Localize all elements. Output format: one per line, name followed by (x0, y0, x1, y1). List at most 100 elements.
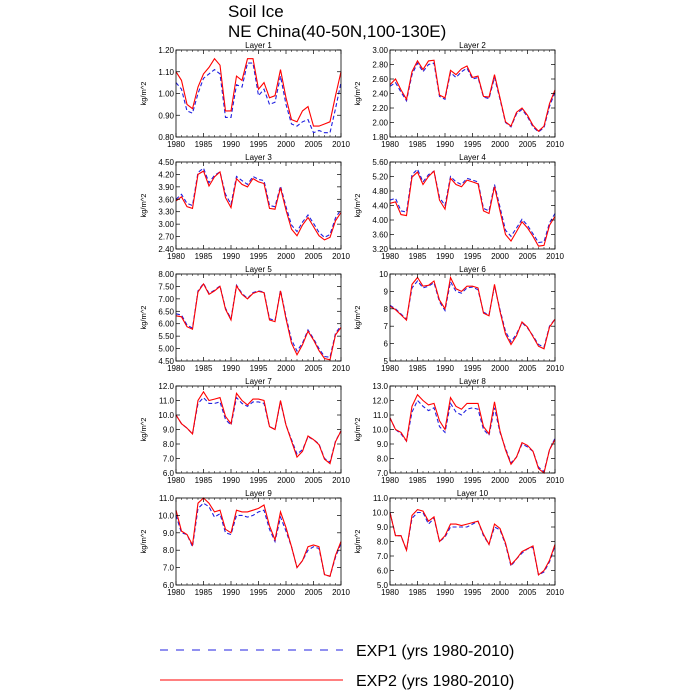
y-tick-label: 12.0 (158, 382, 174, 391)
y-tick-label: 6.50 (158, 307, 174, 316)
y-tick-label: 4.80 (372, 187, 388, 196)
panel-layer-2: Layer 2 1980 1985 1990 1995 2000 2005 2010 1.80 2… (353, 41, 564, 149)
y-tick-label: 7.50 (158, 282, 174, 291)
x-tick-label: 1995 (464, 140, 482, 149)
x-tick-label: 2005 (305, 588, 323, 597)
y-tick-label: 8 (384, 305, 389, 314)
x-tick-label: 2010 (332, 588, 350, 597)
y-tick-label: 7.00 (158, 295, 174, 304)
x-tick-label: 1980 (167, 252, 185, 261)
y-tick-label: 10.0 (372, 509, 388, 518)
y-tick-label: 9 (384, 287, 389, 296)
y-tick-label: 2.40 (158, 245, 174, 254)
y-tick-label: 6.0 (163, 581, 175, 590)
x-tick-label: 1980 (167, 140, 185, 149)
x-tick-label: 2010 (546, 252, 564, 261)
x-tick-label: 2000 (491, 140, 509, 149)
x-tick-label: 1980 (381, 364, 399, 373)
y-tick-label: 2.00 (372, 119, 388, 128)
y-tick-label: 10.0 (158, 511, 174, 520)
figure-title-line1: Soil Ice (228, 2, 284, 21)
y-tick-label: 4.40 (372, 202, 388, 211)
y-tick-label: 3.60 (372, 231, 388, 240)
x-tick-label: 2010 (332, 364, 350, 373)
y-tick-label: 3.90 (158, 183, 174, 192)
series-line-exp2 (389, 59, 556, 132)
x-tick-label: 2010 (546, 140, 564, 149)
x-tick-label: 2010 (332, 252, 350, 261)
x-tick-label: 2005 (305, 252, 323, 261)
y-tick-label: 5.00 (158, 345, 174, 354)
series-line-exp2 (175, 497, 342, 577)
panel-layer-1: Layer 1 1980 1985 1990 1995 2000 2005 2010 0.80 0… (139, 41, 350, 149)
series-line-exp2 (175, 282, 342, 361)
y-tick-label: 5 (384, 357, 389, 366)
y-tick-label: 4.00 (372, 216, 388, 225)
x-tick-label: 1985 (409, 588, 427, 597)
y-tick-label: 8.0 (163, 440, 175, 449)
panel-title: Layer 1 (245, 41, 272, 50)
series-line-exp1 (175, 502, 342, 577)
figure-title-line2: NE China(40-50N,100-130E) (228, 22, 446, 41)
plot-frame (175, 161, 342, 250)
y-tick-label: 11.0 (373, 494, 389, 503)
y-tick-label: 11.0 (373, 411, 389, 420)
y-tick-label: 2.40 (372, 90, 388, 99)
x-tick-label: 1985 (409, 476, 427, 485)
panel-title: Layer 5 (245, 265, 272, 274)
y-tick-label: 5.20 (372, 173, 388, 182)
x-tick-label: 1990 (222, 252, 240, 261)
x-tick-label: 1995 (250, 252, 268, 261)
y-tick-label: 3.00 (158, 220, 174, 229)
panel-title: Layer 4 (459, 153, 486, 162)
x-tick-label: 2000 (491, 476, 509, 485)
panel-title: Layer 10 (457, 489, 489, 498)
x-tick-label: 2010 (546, 476, 564, 485)
plot-frame (175, 497, 342, 586)
x-tick-label: 2000 (277, 252, 295, 261)
x-tick-label: 2005 (519, 252, 537, 261)
panel-title: Layer 8 (459, 377, 486, 386)
series-line-exp2 (175, 57, 342, 127)
x-tick-label: 2010 (546, 364, 564, 373)
y-tick-label: 9.0 (163, 529, 175, 538)
x-tick-label: 2000 (277, 476, 295, 485)
y-tick-label: 3.30 (158, 208, 174, 217)
x-tick-label: 2005 (305, 476, 323, 485)
x-tick-label: 1995 (250, 140, 268, 149)
x-tick-label: 1980 (381, 252, 399, 261)
x-tick-label: 2005 (305, 140, 323, 149)
y-axis-label: kg/m^2 (139, 194, 148, 218)
y-tick-label: 10.0 (158, 411, 174, 420)
panel-layer-10: Layer 10 1980 1985 1990 1995 2000 2005 2010 5.0 6… (353, 489, 564, 597)
x-tick-label: 1995 (464, 588, 482, 597)
panel-grid: Layer 1 1980 1985 1990 1995 2000 2005 2010 0.80 0… (139, 41, 564, 597)
y-tick-label: 1.10 (158, 68, 174, 77)
x-tick-label: 1990 (436, 140, 454, 149)
x-tick-label: 2010 (546, 588, 564, 597)
y-tick-label: 8.0 (377, 538, 389, 547)
series-line-exp2 (389, 169, 556, 247)
x-tick-label: 1985 (195, 588, 213, 597)
y-axis-label: kg/m^2 (353, 306, 362, 330)
x-tick-label: 1995 (464, 476, 482, 485)
x-tick-label: 1985 (195, 140, 213, 149)
panel-title: Layer 9 (245, 489, 272, 498)
y-tick-label: 6.00 (158, 320, 174, 329)
y-axis-label: kg/m^2 (139, 306, 148, 330)
y-axis-label: kg/m^2 (139, 530, 148, 554)
series-line-exp1 (389, 280, 556, 348)
x-tick-label: 1990 (436, 252, 454, 261)
plot-frame (389, 497, 556, 586)
x-tick-label: 2000 (277, 140, 295, 149)
y-axis-label: kg/m^2 (353, 418, 362, 442)
y-tick-label: 7.0 (377, 552, 389, 561)
y-tick-label: 5.50 (158, 332, 174, 341)
x-tick-label: 1990 (436, 364, 454, 373)
x-tick-label: 1990 (222, 364, 240, 373)
series-line-exp2 (389, 508, 556, 576)
x-tick-label: 1995 (250, 364, 268, 373)
x-tick-label: 2005 (519, 140, 537, 149)
series-line-exp1 (175, 167, 342, 239)
